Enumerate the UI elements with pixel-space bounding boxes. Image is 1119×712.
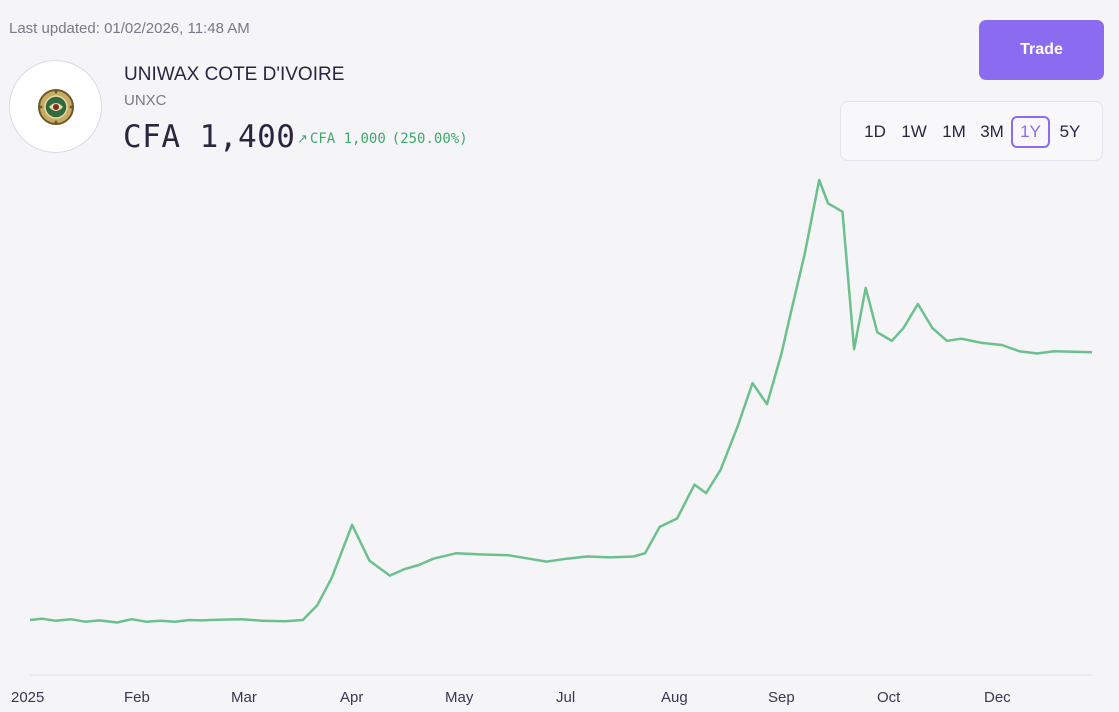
range-1w-button[interactable]: 1W — [901, 122, 927, 141]
trade-button[interactable]: Trade — [979, 20, 1104, 80]
range-1m-button[interactable]: 1M — [942, 122, 966, 141]
x-tick-label: Mar — [231, 689, 257, 706]
trend-up-arrow-icon: ↗ — [297, 131, 308, 147]
x-tick-label: Feb — [124, 689, 150, 706]
current-price: CFA 1,400 — [123, 119, 296, 155]
x-tick-label: Oct — [877, 689, 901, 706]
ticker-symbol: UNXC — [124, 92, 167, 109]
uniwax-seal-logo-icon — [37, 88, 74, 125]
change-percent: (250.00%) — [391, 131, 468, 147]
time-range-selector: 1D 1W 1M 3M 1Y 5Y — [840, 101, 1103, 161]
range-5y-button[interactable]: 5Y — [1059, 122, 1081, 141]
company-logo — [9, 60, 102, 153]
x-tick-label: Sep — [768, 689, 795, 706]
price-change: ↗ CFA 1,000 (250.00%) — [297, 131, 468, 147]
range-3m-button[interactable]: 3M — [980, 122, 1004, 141]
x-tick-label: 2025 — [11, 689, 44, 706]
range-1d-button[interactable]: 1D — [864, 122, 886, 141]
x-tick-label: Dec — [984, 689, 1011, 706]
x-tick-label: Jul — [556, 689, 575, 706]
x-tick-label: Aug — [661, 689, 688, 706]
company-name: UNIWAX COTE D'IVOIRE — [124, 64, 345, 85]
last-updated-text: Last updated: 01/02/2026, 11:48 AM — [9, 20, 250, 37]
range-1y-button[interactable]: 1Y — [1011, 116, 1050, 148]
x-tick-label: Apr — [340, 689, 363, 706]
price-series-line — [29, 178, 1093, 624]
change-value: CFA 1,000 — [309, 131, 386, 147]
x-tick-label: May — [445, 689, 474, 706]
